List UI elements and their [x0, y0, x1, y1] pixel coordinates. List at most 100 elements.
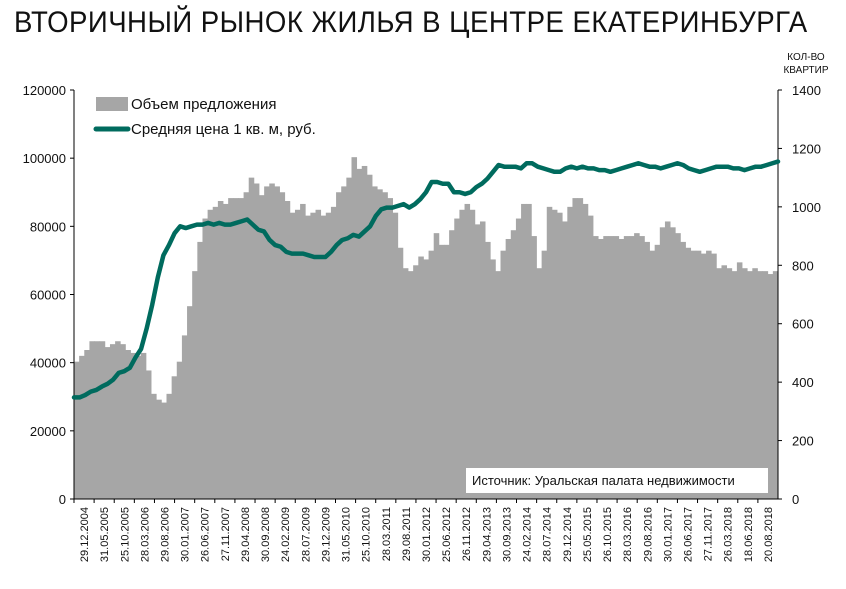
bar	[449, 230, 455, 500]
x-tick-label: 28.03.2006	[139, 507, 151, 562]
bar	[454, 218, 460, 500]
x-tick-label: 18.06.2018	[743, 507, 755, 562]
bar	[253, 183, 260, 500]
bar	[341, 186, 347, 499]
bar	[330, 206, 337, 500]
bars-layer	[74, 157, 779, 500]
bar	[521, 203, 527, 499]
bar	[181, 335, 188, 499]
bar	[500, 250, 507, 499]
bar	[659, 227, 666, 499]
axes-layer	[70, 89, 782, 503]
bar	[721, 265, 728, 499]
bar	[562, 221, 568, 499]
bar	[310, 212, 316, 499]
bar	[598, 238, 604, 500]
bar	[74, 361, 80, 499]
bar	[567, 206, 573, 500]
bar	[418, 256, 424, 499]
bar	[336, 192, 342, 499]
x-tick-label: 27.11.2007	[220, 507, 232, 561]
x-tick-label: 31.05.2005	[99, 507, 111, 562]
bar	[474, 224, 481, 499]
bar	[289, 212, 296, 499]
y-tick-label: 120000	[23, 83, 66, 98]
y2-tick-label: 1200	[792, 141, 821, 156]
bar	[752, 268, 758, 499]
bar	[176, 361, 183, 499]
bar	[228, 198, 234, 499]
x-tick-label: 24.02.2014	[522, 507, 534, 562]
bar	[593, 236, 599, 499]
bar	[320, 215, 327, 499]
bar	[223, 203, 229, 499]
bar	[757, 271, 763, 499]
bar	[258, 195, 265, 500]
x-tick-label: 26.03.2018	[723, 507, 735, 562]
bar	[541, 250, 548, 499]
bar	[628, 236, 635, 499]
y-tick-label: 40000	[30, 356, 66, 371]
x-tick-label: 29.08.2016	[642, 507, 654, 562]
y-tick-label: 60000	[30, 288, 66, 303]
bar	[392, 212, 399, 499]
bar	[402, 268, 409, 499]
bar	[361, 165, 368, 499]
bar	[408, 271, 414, 499]
bar	[346, 177, 352, 499]
bar	[140, 352, 147, 499]
bar	[485, 241, 491, 499]
bar	[84, 350, 90, 499]
bar	[325, 212, 332, 499]
x-tick-label: 29.08.2011	[401, 507, 413, 561]
y-tick-label: 20000	[30, 424, 66, 439]
bar	[233, 198, 239, 499]
bar	[531, 236, 537, 499]
x-tick-label: 29.04.2008	[240, 507, 252, 562]
bar	[736, 262, 743, 499]
bar	[649, 250, 656, 499]
bar	[469, 209, 476, 499]
x-tick-label: 28.03.2011	[381, 507, 393, 561]
bar	[716, 268, 722, 499]
bar	[423, 259, 429, 499]
bar	[767, 274, 774, 499]
bar	[747, 271, 753, 499]
bar	[464, 203, 471, 499]
bar	[305, 215, 311, 499]
bar	[433, 233, 440, 499]
x-tick-label: 29.04.2013	[481, 507, 493, 562]
bar	[551, 209, 558, 499]
bar	[675, 233, 681, 499]
x-tick-label: 28.07.2014	[542, 507, 554, 562]
bar	[505, 238, 512, 500]
source-box: Источник: Уральская палата недвижимости	[466, 468, 768, 493]
bar	[377, 189, 383, 499]
bar	[156, 399, 162, 499]
bar	[582, 203, 589, 499]
bar	[762, 271, 769, 499]
bar	[248, 177, 255, 499]
bar	[618, 238, 625, 500]
bar	[613, 236, 620, 499]
x-tick-label: 26.10.2015	[602, 507, 614, 562]
bar	[572, 198, 578, 499]
x-tick-label: 25.10.2010	[361, 507, 373, 562]
legend-line-label: Средняя цена 1 кв. м, руб.	[131, 121, 316, 138]
bar	[130, 352, 137, 499]
bar	[526, 203, 532, 499]
x-tick-label: 29.08.2006	[160, 507, 172, 562]
x-tick-label: 30.01.2017	[662, 507, 674, 562]
bar	[608, 236, 614, 499]
labels-layer: 0 20000 40000 60000 80000 100000 120000 0 200 400…	[23, 83, 821, 562]
bar	[587, 215, 594, 499]
bar	[510, 230, 517, 500]
bar	[351, 157, 358, 499]
bar	[654, 244, 661, 499]
bar	[212, 206, 219, 500]
bar	[161, 402, 167, 499]
bar	[202, 218, 209, 500]
x-tick-label: 25.06.2012	[441, 507, 453, 562]
y2-tick-label: 400	[792, 375, 814, 390]
